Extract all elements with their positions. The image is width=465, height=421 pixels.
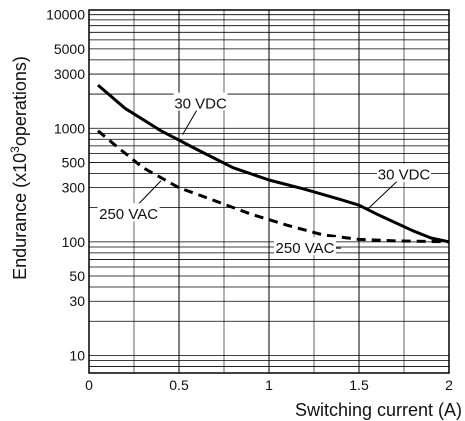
x-tick-label: 1.5 xyxy=(349,377,369,393)
y-tick-label: 30 xyxy=(69,293,85,309)
series-layer xyxy=(97,83,450,244)
x-tick-label: 0 xyxy=(85,377,93,393)
y-tick-label: 10 xyxy=(69,347,85,363)
y-tick-label: 3000 xyxy=(54,66,85,82)
series-line-30-vdc xyxy=(97,83,450,244)
y-axis-label-superscript: 3 xyxy=(8,146,22,153)
series-line-250-vac xyxy=(97,129,450,244)
y-tick-label: 300 xyxy=(62,180,86,196)
x-tick-label: 1 xyxy=(265,377,273,393)
major-grid xyxy=(88,10,450,373)
annotation-layer: 30 VDC 30 VDC 250 VAC 250 VAC xyxy=(97,92,431,257)
y-tick-label: 5000 xyxy=(54,41,85,57)
annotation-label: 30 VDC xyxy=(378,167,431,184)
annotation-label-background xyxy=(173,92,228,111)
annotation-label-background xyxy=(97,203,160,222)
x-tick-label: 2 xyxy=(445,377,453,393)
plot-frame xyxy=(88,9,450,374)
y-tick-label: 10000 xyxy=(46,7,85,23)
x-axis-label: Switching current (A) xyxy=(295,400,462,420)
annotation-label: 250 VAC xyxy=(276,240,335,257)
tick-label-layer: 10 30 50 100 300 500 1000 3000 5000 10000 0 0.5 1 1.5… xyxy=(46,7,453,393)
y-tick-label: 1000 xyxy=(54,120,85,136)
y-tick-label: 500 xyxy=(62,154,86,170)
y-axis-label: Endurance (x103operations) xyxy=(8,56,30,280)
y-tick-label: 50 xyxy=(69,268,85,284)
annotation-label: 250 VAC xyxy=(99,206,158,223)
annotation-label-background xyxy=(274,237,336,256)
y-tick-label: 100 xyxy=(62,234,86,250)
annotation-label: 30 VDC xyxy=(174,96,227,113)
y-axis-label-end: operations) xyxy=(10,56,30,146)
y-axis-label-main: Endurance (x10 xyxy=(10,153,30,280)
x-tick-label: 0.5 xyxy=(169,377,189,393)
annotation-label-background xyxy=(377,163,431,182)
